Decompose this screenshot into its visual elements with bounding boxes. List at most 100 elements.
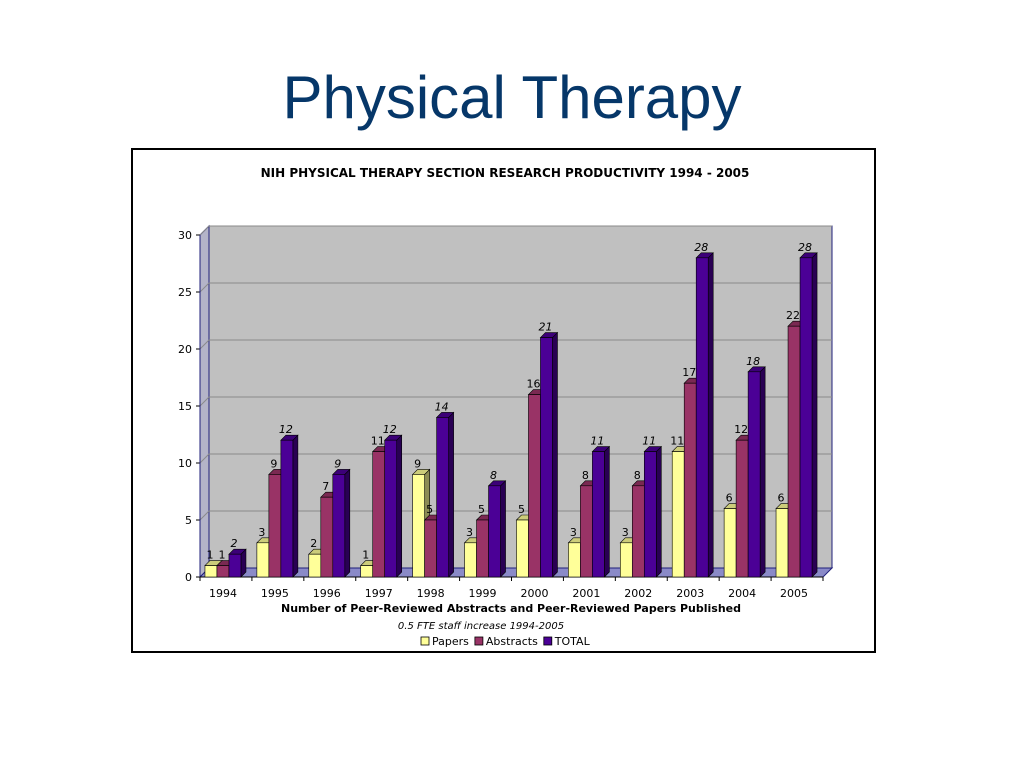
bar-front — [580, 485, 593, 578]
bar-front — [799, 257, 813, 578]
data-label-papers: 3 — [622, 526, 629, 539]
bar-front — [723, 508, 737, 578]
x-tick-label: 2003 — [676, 587, 704, 600]
bar-total-1999 — [487, 480, 507, 578]
bar-total-2000 — [539, 331, 559, 578]
data-label-abstracts: 8 — [634, 469, 641, 482]
bar-front — [747, 371, 761, 578]
legend-label: Abstracts — [486, 635, 538, 648]
data-label-total: 8 — [490, 469, 497, 482]
data-label-total: 9 — [334, 457, 341, 470]
bar-front — [216, 565, 230, 578]
gridline-diagonal — [199, 396, 210, 407]
x-tick-label: 1994 — [209, 587, 237, 600]
bar-front — [308, 553, 322, 578]
data-label-papers: 1 — [362, 549, 369, 562]
bar-total-2002 — [643, 445, 663, 578]
gridline-diagonal — [199, 282, 210, 293]
bar-total-2003 — [695, 252, 714, 578]
bar-front — [412, 474, 425, 578]
data-label-total: 12 — [279, 423, 293, 436]
chart-note: 0.5 FTE staff increase 1994-2005 — [398, 621, 564, 632]
bar-front — [516, 519, 529, 578]
bar-side — [655, 445, 662, 578]
data-label-papers: 9 — [414, 457, 421, 470]
x-tick-label: 2002 — [624, 587, 652, 600]
bar-side — [448, 411, 454, 578]
bar-front — [360, 565, 374, 578]
data-label-papers: 1 — [206, 549, 213, 562]
bar-front — [332, 474, 346, 578]
bar-side — [707, 252, 714, 578]
data-label-papers: 5 — [518, 503, 525, 516]
bar-side — [396, 434, 403, 578]
bar-front — [528, 394, 541, 578]
bar-side — [344, 468, 351, 578]
data-label-total: 11 — [642, 435, 656, 448]
y-tick-label: 15 — [178, 400, 192, 413]
data-label-abstracts: 9 — [270, 457, 277, 470]
gridline-diagonal — [199, 339, 210, 350]
legend-item-abstracts: Abstracts — [474, 635, 538, 648]
bar-total-1995 — [280, 434, 299, 578]
bar-front — [424, 519, 437, 578]
bar-front — [568, 542, 581, 578]
legend-swatch — [543, 636, 553, 646]
data-label-papers: 6 — [778, 492, 785, 505]
bar-side — [292, 434, 299, 578]
data-label-papers: 3 — [258, 526, 265, 539]
data-label-abstracts: 17 — [682, 366, 696, 379]
x-tick-label: 2004 — [728, 587, 756, 600]
bar-chart: NIH PHYSICAL THERAPY SECTION RESEARCH PR… — [178, 166, 834, 648]
data-label-total: 2 — [230, 537, 237, 550]
bar-side — [500, 480, 506, 578]
y-tick-label: 25 — [178, 286, 192, 299]
bar-front — [735, 439, 749, 578]
data-label-abstracts: 5 — [478, 503, 485, 516]
legend-label: Papers — [432, 635, 469, 648]
bar-front — [228, 553, 242, 578]
bar-front — [787, 325, 801, 578]
data-label-abstracts: 1 — [218, 549, 225, 562]
data-label-total: 18 — [746, 355, 760, 368]
bar-front — [631, 485, 645, 578]
bar-front — [671, 451, 685, 578]
data-label-total: 12 — [383, 423, 397, 436]
bar-front — [268, 474, 282, 578]
data-label-papers: 11 — [670, 435, 684, 448]
x-tick-label: 1999 — [469, 587, 497, 600]
y-tick-label: 0 — [185, 571, 192, 584]
bar-front — [464, 542, 477, 578]
chart-title: NIH PHYSICAL THERAPY SECTION RESEARCH PR… — [261, 166, 750, 180]
gridline-diagonal — [199, 510, 210, 521]
legend-item-papers: Papers — [420, 635, 469, 648]
data-label-abstracts: 5 — [426, 503, 433, 516]
bar-side — [552, 331, 558, 578]
bar-total-1998 — [435, 411, 455, 578]
data-label-papers: 3 — [466, 526, 473, 539]
data-label-total: 28 — [798, 241, 812, 254]
bar-front — [540, 337, 553, 578]
bar-front — [280, 439, 294, 578]
data-label-abstracts: 8 — [582, 469, 589, 482]
bar-front — [775, 508, 789, 578]
data-label-abstracts: 16 — [526, 378, 540, 391]
bar-front — [384, 439, 398, 578]
x-tick-label: 1998 — [417, 587, 445, 600]
bar-front — [619, 542, 633, 578]
y-tick-label: 20 — [178, 343, 192, 356]
data-label-total: 21 — [538, 321, 552, 334]
bar-total-1996 — [332, 468, 351, 578]
data-label-abstracts: 22 — [786, 309, 800, 322]
bar-total-1994 — [228, 548, 247, 578]
bar-front — [695, 257, 709, 578]
bar-side — [604, 445, 610, 578]
data-label-abstracts: 7 — [322, 480, 329, 493]
x-tick-label: 2005 — [780, 587, 808, 600]
x-tick-label: 2000 — [520, 587, 548, 600]
data-label-total: 28 — [694, 241, 708, 254]
bar-front — [436, 417, 449, 578]
data-label-papers: 2 — [310, 537, 317, 550]
x-axis-label: Number of Peer-Reviewed Abstracts and Pe… — [281, 602, 741, 615]
data-label-abstracts: 11 — [371, 435, 385, 448]
